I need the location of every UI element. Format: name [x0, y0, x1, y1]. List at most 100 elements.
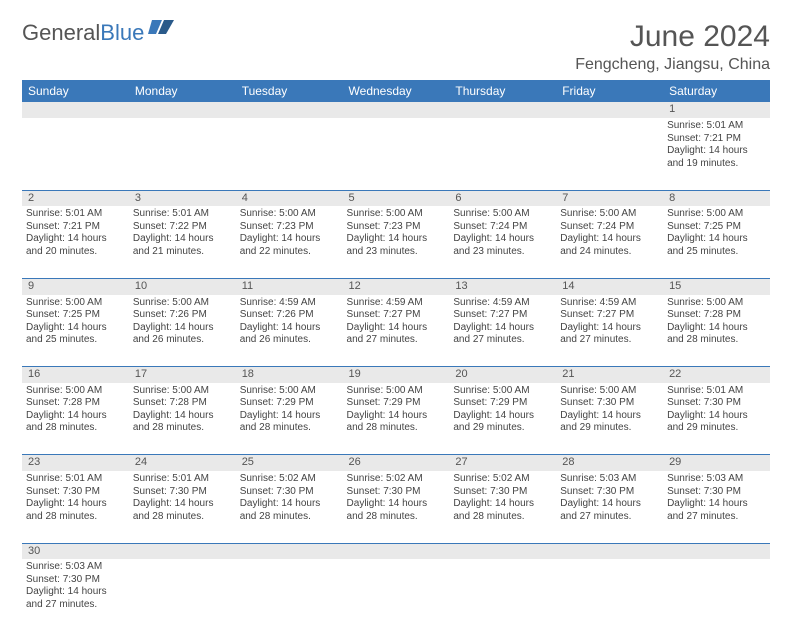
day-header-thursday: Thursday	[449, 80, 556, 102]
day-number-empty	[343, 102, 450, 118]
day-number-2: 2	[22, 190, 129, 206]
day-29-d1: Daylight: 14 hours	[667, 498, 766, 511]
day-cell-9: Sunrise: 5:00 AMSunset: 7:25 PMDaylight:…	[22, 295, 129, 367]
week-1-number-row: 2345678	[22, 190, 770, 206]
day-cell-empty	[556, 559, 663, 631]
day-13-ss: Sunset: 7:27 PM	[453, 309, 552, 322]
day-25-d2: and 28 minutes.	[240, 511, 339, 524]
day-19-sr: Sunrise: 5:00 AM	[347, 385, 446, 398]
day-27-d2: and 28 minutes.	[453, 511, 552, 524]
day-10-d2: and 26 minutes.	[133, 334, 232, 347]
day-17-ss: Sunset: 7:28 PM	[133, 397, 232, 410]
day-cell-28: Sunrise: 5:03 AMSunset: 7:30 PMDaylight:…	[556, 471, 663, 543]
day-cell-empty	[22, 118, 129, 190]
day-5-sr: Sunrise: 5:00 AM	[347, 208, 446, 221]
day-4-ss: Sunset: 7:23 PM	[240, 221, 339, 234]
day-17-d2: and 28 minutes.	[133, 422, 232, 435]
day-number-empty	[449, 102, 556, 118]
day-22-d1: Daylight: 14 hours	[667, 410, 766, 423]
day-10-sr: Sunrise: 5:00 AM	[133, 297, 232, 310]
day-26-d2: and 28 minutes.	[347, 511, 446, 524]
week-0-number-row: 1	[22, 102, 770, 118]
day-17-sr: Sunrise: 5:00 AM	[133, 385, 232, 398]
day-2-d1: Daylight: 14 hours	[26, 233, 125, 246]
day-6-d2: and 23 minutes.	[453, 246, 552, 259]
day-cell-12: Sunrise: 4:59 AMSunset: 7:27 PMDaylight:…	[343, 295, 450, 367]
calendar-table: SundayMondayTuesdayWednesdayThursdayFrid…	[22, 80, 770, 631]
day-7-d1: Daylight: 14 hours	[560, 233, 659, 246]
day-14-d2: and 27 minutes.	[560, 334, 659, 347]
day-26-sr: Sunrise: 5:02 AM	[347, 473, 446, 486]
day-5-ss: Sunset: 7:23 PM	[347, 221, 446, 234]
day-18-sr: Sunrise: 5:00 AM	[240, 385, 339, 398]
day-28-sr: Sunrise: 5:03 AM	[560, 473, 659, 486]
day-15-d2: and 28 minutes.	[667, 334, 766, 347]
day-number-25: 25	[236, 455, 343, 471]
day-cell-empty	[663, 559, 770, 631]
day-11-d2: and 26 minutes.	[240, 334, 339, 347]
day-cell-15: Sunrise: 5:00 AMSunset: 7:28 PMDaylight:…	[663, 295, 770, 367]
logo: GeneralBlue	[22, 20, 174, 46]
day-header-monday: Monday	[129, 80, 236, 102]
day-number-4: 4	[236, 190, 343, 206]
week-2-content-row: Sunrise: 5:00 AMSunset: 7:25 PMDaylight:…	[22, 295, 770, 367]
day-8-d2: and 25 minutes.	[667, 246, 766, 259]
day-number-21: 21	[556, 367, 663, 383]
week-3-content-row: Sunrise: 5:00 AMSunset: 7:28 PMDaylight:…	[22, 383, 770, 455]
day-23-sr: Sunrise: 5:01 AM	[26, 473, 125, 486]
day-3-ss: Sunset: 7:22 PM	[133, 221, 232, 234]
day-cell-empty	[129, 118, 236, 190]
day-cell-empty	[343, 559, 450, 631]
day-cell-empty	[343, 118, 450, 190]
day-number-24: 24	[129, 455, 236, 471]
day-12-d1: Daylight: 14 hours	[347, 322, 446, 335]
day-15-ss: Sunset: 7:28 PM	[667, 309, 766, 322]
day-13-d1: Daylight: 14 hours	[453, 322, 552, 335]
day-11-d1: Daylight: 14 hours	[240, 322, 339, 335]
day-header-tuesday: Tuesday	[236, 80, 343, 102]
logo-text-1: General	[22, 20, 100, 46]
day-number-3: 3	[129, 190, 236, 206]
day-18-d1: Daylight: 14 hours	[240, 410, 339, 423]
day-cell-21: Sunrise: 5:00 AMSunset: 7:30 PMDaylight:…	[556, 383, 663, 455]
day-number-15: 15	[663, 278, 770, 294]
day-cell-empty	[556, 118, 663, 190]
day-21-sr: Sunrise: 5:00 AM	[560, 385, 659, 398]
logo-flag-icon	[148, 20, 174, 34]
day-number-17: 17	[129, 367, 236, 383]
day-14-d1: Daylight: 14 hours	[560, 322, 659, 335]
week-2-number-row: 9101112131415	[22, 278, 770, 294]
day-header-sunday: Sunday	[22, 80, 129, 102]
day-5-d2: and 23 minutes.	[347, 246, 446, 259]
day-30-ss: Sunset: 7:30 PM	[26, 574, 125, 587]
day-cell-empty	[449, 559, 556, 631]
day-23-d2: and 28 minutes.	[26, 511, 125, 524]
day-7-d2: and 24 minutes.	[560, 246, 659, 259]
location-subtitle: Fengcheng, Jiangsu, China	[575, 56, 770, 74]
day-30-d1: Daylight: 14 hours	[26, 586, 125, 599]
day-number-8: 8	[663, 190, 770, 206]
day-20-d1: Daylight: 14 hours	[453, 410, 552, 423]
day-18-ss: Sunset: 7:29 PM	[240, 397, 339, 410]
day-4-sr: Sunrise: 5:00 AM	[240, 208, 339, 221]
day-cell-7: Sunrise: 5:00 AMSunset: 7:24 PMDaylight:…	[556, 206, 663, 278]
day-number-empty	[556, 102, 663, 118]
day-number-26: 26	[343, 455, 450, 471]
day-28-d1: Daylight: 14 hours	[560, 498, 659, 511]
day-13-sr: Sunrise: 4:59 AM	[453, 297, 552, 310]
day-number-9: 9	[22, 278, 129, 294]
day-number-empty	[343, 543, 450, 559]
day-13-d2: and 27 minutes.	[453, 334, 552, 347]
day-24-d1: Daylight: 14 hours	[133, 498, 232, 511]
day-number-11: 11	[236, 278, 343, 294]
day-19-ss: Sunset: 7:29 PM	[347, 397, 446, 410]
day-number-empty	[22, 102, 129, 118]
day-number-19: 19	[343, 367, 450, 383]
logo-text-2: Blue	[100, 20, 144, 46]
day-29-sr: Sunrise: 5:03 AM	[667, 473, 766, 486]
month-title: June 2024	[575, 20, 770, 54]
day-number-empty	[129, 102, 236, 118]
day-number-29: 29	[663, 455, 770, 471]
week-4-number-row: 23242526272829	[22, 455, 770, 471]
day-cell-empty	[236, 118, 343, 190]
